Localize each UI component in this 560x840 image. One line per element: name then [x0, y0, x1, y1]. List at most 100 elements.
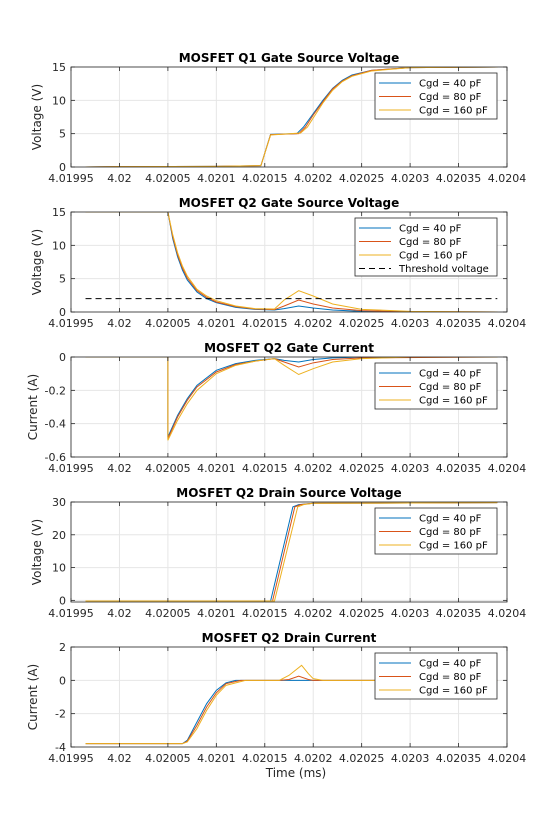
legend-label: Cgd = 40 pF	[399, 224, 462, 235]
y-axis-label: Current (A)	[26, 664, 40, 730]
chart-title: MOSFET Q2 Drain Current	[202, 631, 377, 645]
x-tick-label: 4.0204	[488, 462, 527, 475]
y-tick-label: 15	[52, 61, 66, 74]
legend: Cgd = 40 pF Cgd = 80 pF Cgd = 160 pF	[374, 507, 498, 555]
legend-label: Cgd = 40 pF	[419, 514, 482, 525]
x-tick-label: 4.02015	[242, 607, 288, 620]
legend: Cgd = 40 pF Cgd = 80 pF Cgd = 160 pF Thresh…	[354, 217, 498, 277]
x-tick-label: 4.01995	[48, 462, 94, 475]
y-tick-label: 10	[52, 94, 66, 107]
x-tick-label: 4.0201	[197, 317, 236, 330]
y-tick-label: 0	[59, 674, 66, 687]
x-axis-label: Time (ms)	[265, 766, 327, 780]
x-tick-label: 4.02005	[145, 172, 191, 185]
y-tick-label: 10	[52, 239, 66, 252]
x-tick-label: 4.01995	[48, 317, 94, 330]
x-tick-label: 4.0201	[197, 172, 236, 185]
x-tick-label: 4.0202	[294, 752, 333, 765]
series-line-3	[85, 664, 498, 745]
x-tick-label: 4.02	[107, 462, 132, 475]
x-tick-label: 4.0204	[488, 607, 527, 620]
y-tick-label: -0.6	[45, 451, 66, 464]
y-tick-label: 2	[59, 641, 66, 654]
legend-label: Threshold voltage	[398, 264, 489, 275]
x-tick-label: 4.02	[107, 317, 132, 330]
x-tick-label: 4.01995	[48, 752, 94, 765]
axes-box	[70, 356, 508, 458]
y-axis-label: Voltage (V)	[30, 84, 44, 150]
x-tick-label: 4.02005	[145, 317, 191, 330]
series-line-3	[85, 502, 498, 602]
x-tick-label: 4.0204	[488, 172, 527, 185]
x-tick-label: 4.02015	[242, 317, 288, 330]
y-tick-label: 5	[59, 273, 66, 286]
y-tick-label: 0	[59, 594, 66, 607]
x-tick-label: 4.02025	[339, 607, 385, 620]
series-line-2	[85, 675, 498, 745]
chart-panel-5: 4.01995 4.02 4.02005 4.0201 4.02015 4.0202 4.0…	[26, 631, 526, 780]
legend-label: Cgd = 160 pF	[419, 396, 488, 407]
x-tick-label: 4.0204	[488, 752, 527, 765]
x-tick-label: 4.0204	[488, 317, 527, 330]
series-line-1	[85, 212, 498, 312]
y-axis-label: Current (A)	[26, 374, 40, 440]
x-tick-label: 4.02005	[145, 607, 191, 620]
legend-label: Cgd = 40 pF	[419, 369, 482, 380]
x-tick-label: 4.02015	[242, 172, 288, 185]
x-tick-label: 4.0202	[294, 317, 333, 330]
legend-box	[374, 507, 498, 555]
x-tick-label: 4.0202	[294, 172, 333, 185]
series-line-2	[85, 212, 498, 312]
y-tick-label: 5	[59, 128, 66, 141]
x-tick-label: 4.0203	[391, 462, 430, 475]
x-tick-label: 4.02035	[436, 172, 482, 185]
legend-label: Cgd = 80 pF	[399, 237, 462, 248]
x-tick-label: 4.02025	[339, 172, 385, 185]
axes-box	[70, 66, 508, 168]
y-tick-label: -0.4	[45, 418, 66, 431]
legend: Cgd = 40 pF Cgd = 80 pF Cgd = 160 pF	[374, 72, 498, 120]
chart-title: MOSFET Q2 Drain Source Voltage	[176, 486, 401, 500]
chart-panel-4: 4.01995 4.02 4.02005 4.0201 4.02015 4.0202 4.0…	[30, 486, 526, 620]
x-tick-label: 4.0202	[294, 462, 333, 475]
legend-label: Cgd = 80 pF	[419, 527, 482, 538]
chart-title: MOSFET Q2 Gate Current	[204, 341, 374, 355]
x-tick-label: 4.02035	[436, 752, 482, 765]
x-tick-label: 4.0201	[197, 607, 236, 620]
y-axis-label: Voltage (V)	[30, 229, 44, 295]
legend: Cgd = 40 pF Cgd = 80 pF Cgd = 160 pF	[374, 362, 498, 410]
legend-label: Cgd = 80 pF	[419, 672, 482, 683]
x-tick-label: 4.01995	[48, 607, 94, 620]
x-tick-label: 4.02035	[436, 462, 482, 475]
axes-box	[70, 646, 508, 748]
x-tick-label: 4.02025	[339, 462, 385, 475]
y-tick-label: -0.2	[45, 384, 66, 397]
y-tick-label: 0	[59, 306, 66, 319]
legend-label: Cgd = 160 pF	[419, 541, 488, 552]
legend-label: Cgd = 40 pF	[419, 79, 482, 90]
y-axis-label: Voltage (V)	[30, 519, 44, 585]
x-tick-label: 4.02035	[436, 607, 482, 620]
y-tick-label: 10	[52, 562, 66, 575]
legend-label: Cgd = 160 pF	[399, 251, 468, 262]
series-line-3	[85, 212, 498, 312]
x-tick-label: 4.02	[107, 172, 132, 185]
x-tick-label: 4.02005	[145, 752, 191, 765]
axes-box	[70, 501, 508, 603]
x-tick-label: 4.0203	[391, 607, 430, 620]
y-tick-label: -4	[55, 741, 66, 754]
y-tick-label: 15	[52, 206, 66, 219]
x-tick-label: 4.0203	[391, 752, 430, 765]
legend-label: Cgd = 80 pF	[419, 92, 482, 103]
chart-panel-2: 4.01995 4.02 4.02005 4.0201 4.02015 4.0202 4.0…	[30, 196, 526, 330]
x-tick-label: 4.01995	[48, 172, 94, 185]
chart-panel-1: 4.01995 4.02 4.02005 4.0201 4.02015 4.0202 4.0…	[30, 51, 526, 185]
chart-panel-3: 4.01995 4.02 4.02005 4.0201 4.02015 4.0202 4.0…	[26, 341, 526, 475]
x-tick-label: 4.02025	[339, 317, 385, 330]
y-tick-label: 0	[59, 161, 66, 174]
chart-title: MOSFET Q1 Gate Source Voltage	[179, 51, 400, 65]
legend-label: Cgd = 160 pF	[419, 686, 488, 697]
legend-label: Cgd = 80 pF	[419, 382, 482, 393]
y-tick-label: 30	[52, 496, 66, 509]
